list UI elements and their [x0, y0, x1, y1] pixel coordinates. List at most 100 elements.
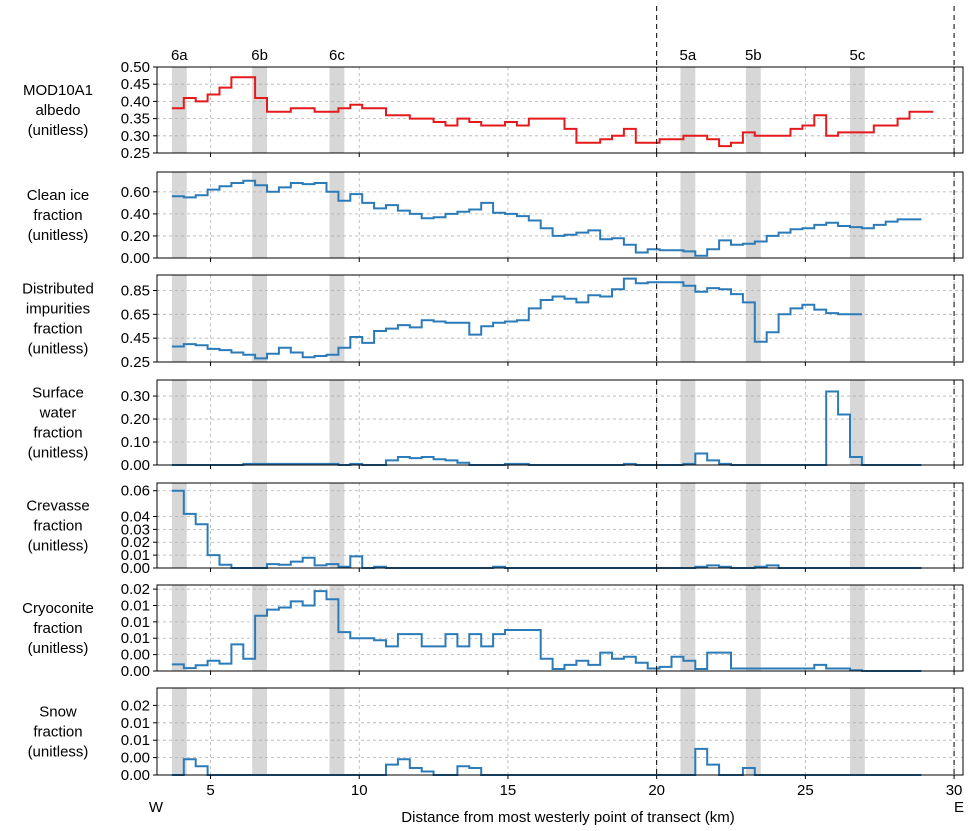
- y-tick-label: 0.00: [121, 560, 150, 577]
- y-tick-label: 0.00: [121, 647, 150, 664]
- y-axis-label: (unitless): [28, 341, 89, 358]
- y-tick-label: 0.06: [121, 483, 150, 500]
- y-axis-label: fraction: [33, 724, 82, 741]
- shaded-region: [849, 585, 865, 671]
- y-tick-label: 0.40: [121, 206, 150, 223]
- y-tick-label: 0.60: [121, 184, 150, 201]
- data-series: [171, 76, 934, 776]
- y-tick-label: 0.20: [121, 228, 150, 245]
- x-tick-label: 20: [648, 782, 665, 799]
- shaded-regions: [171, 67, 865, 775]
- y-axis-label: fraction: [33, 425, 82, 442]
- y-tick-label: 0.02: [121, 534, 150, 551]
- series-line: [171, 277, 862, 360]
- panel-frame: [156, 379, 964, 466]
- y-tick-label: 0.01: [121, 614, 150, 631]
- shaded-region: [171, 585, 187, 671]
- vertical-dashed-lines: [656, 6, 955, 775]
- x-tick-label: 5: [206, 782, 214, 799]
- x-tick-label: 10: [351, 782, 368, 799]
- y-axis-label: Distributed: [22, 281, 94, 298]
- y-axis-label: Clean ice: [27, 187, 90, 204]
- east-label: E: [954, 799, 964, 816]
- west-label: W: [149, 799, 164, 816]
- shaded-region-label: 5c: [849, 47, 865, 64]
- shaded-region: [252, 483, 268, 568]
- shaded-region: [745, 585, 761, 671]
- panel-frame: [156, 66, 964, 154]
- shaded-region: [252, 172, 268, 258]
- y-axis-label: (unitless): [28, 640, 89, 657]
- y-axis-label: fraction: [33, 321, 82, 338]
- series-line: [171, 747, 922, 776]
- shaded-region: [329, 380, 345, 465]
- series-line: [171, 489, 922, 569]
- y-tick-labels: 0.250.300.350.400.450.500.000.200.400.60…: [121, 59, 150, 784]
- panel-frame: [156, 274, 964, 363]
- shaded-region: [252, 380, 268, 465]
- y-tick-label: 0.00: [121, 250, 150, 267]
- panel-frame: [156, 482, 964, 569]
- series-line: [171, 590, 922, 672]
- shaded-region-label: 5a: [680, 47, 697, 64]
- y-tick-label: 0.04: [121, 508, 150, 525]
- shaded-region: [252, 275, 268, 362]
- y-tick-label: 0.50: [121, 59, 150, 76]
- shaded-region: [849, 67, 865, 153]
- shaded-region: [849, 172, 865, 258]
- y-tick-label: 0.35: [121, 111, 150, 128]
- y-tick-label: 0.02: [121, 581, 150, 598]
- y-axis-label: (unitless): [28, 227, 89, 244]
- shaded-region: [171, 275, 187, 362]
- x-axis-label: Distance from most westerly point of tra…: [401, 809, 734, 826]
- y-axis-label: (unitless): [28, 744, 89, 761]
- x-tick-label: 25: [797, 782, 814, 799]
- panel-frame: [156, 171, 964, 259]
- y-tick-label: 0.25: [121, 145, 150, 162]
- y-tick-label: 0.00: [121, 663, 150, 680]
- shaded-region: [680, 688, 696, 775]
- y-tick-label: 0.20: [121, 411, 150, 428]
- y-axis-labels: MOD10A1 albedo (unitless) Clean ice fraction…: [22, 82, 94, 761]
- series-line: [171, 76, 934, 148]
- shaded-region: [329, 688, 345, 775]
- y-tick-label: 0.40: [121, 93, 150, 110]
- y-axis-label: Crevasse: [26, 498, 89, 515]
- y-tick-label: 0.00: [121, 750, 150, 767]
- shaded-region: [680, 380, 696, 465]
- y-tick-label: 0.01: [121, 732, 150, 749]
- x-tick-label: 15: [500, 782, 517, 799]
- y-tick-label: 0.85: [121, 282, 150, 299]
- shaded-region-label: 6c: [329, 47, 345, 64]
- shaded-region-label: 6b: [251, 47, 268, 64]
- y-axis-label: water: [39, 405, 77, 422]
- y-tick-label: 0.30: [121, 128, 150, 145]
- shaded-region: [745, 688, 761, 775]
- series-line: [171, 179, 922, 257]
- x-tick-label: 30: [946, 782, 963, 799]
- shaded-region: [745, 275, 761, 362]
- shaded-region: [329, 585, 345, 671]
- y-axis-label: (unitless): [28, 445, 89, 462]
- y-axis-label: fraction: [33, 207, 82, 224]
- shaded-region: [680, 585, 696, 671]
- shaded-region: [849, 380, 865, 465]
- y-axis-label: (unitless): [28, 122, 89, 139]
- shaded-region: [329, 483, 345, 568]
- shaded-region: [329, 67, 345, 153]
- shaded-region: [329, 275, 345, 362]
- y-tick-label: 0.02: [121, 697, 150, 714]
- shaded-region: [745, 172, 761, 258]
- shaded-region: [849, 483, 865, 568]
- shaded-region: [252, 688, 268, 775]
- y-axis-label: impurities: [26, 301, 90, 318]
- y-tick-label: 0.00: [121, 457, 150, 474]
- shaded-region: [680, 483, 696, 568]
- panel-frame: [156, 687, 964, 776]
- shaded-region: [171, 688, 187, 775]
- y-tick-label: 0.30: [121, 388, 150, 405]
- shaded-region: [745, 483, 761, 568]
- shaded-region: [680, 275, 696, 362]
- y-tick-label: 0.01: [121, 597, 150, 614]
- axes-frames: [153, 66, 964, 779]
